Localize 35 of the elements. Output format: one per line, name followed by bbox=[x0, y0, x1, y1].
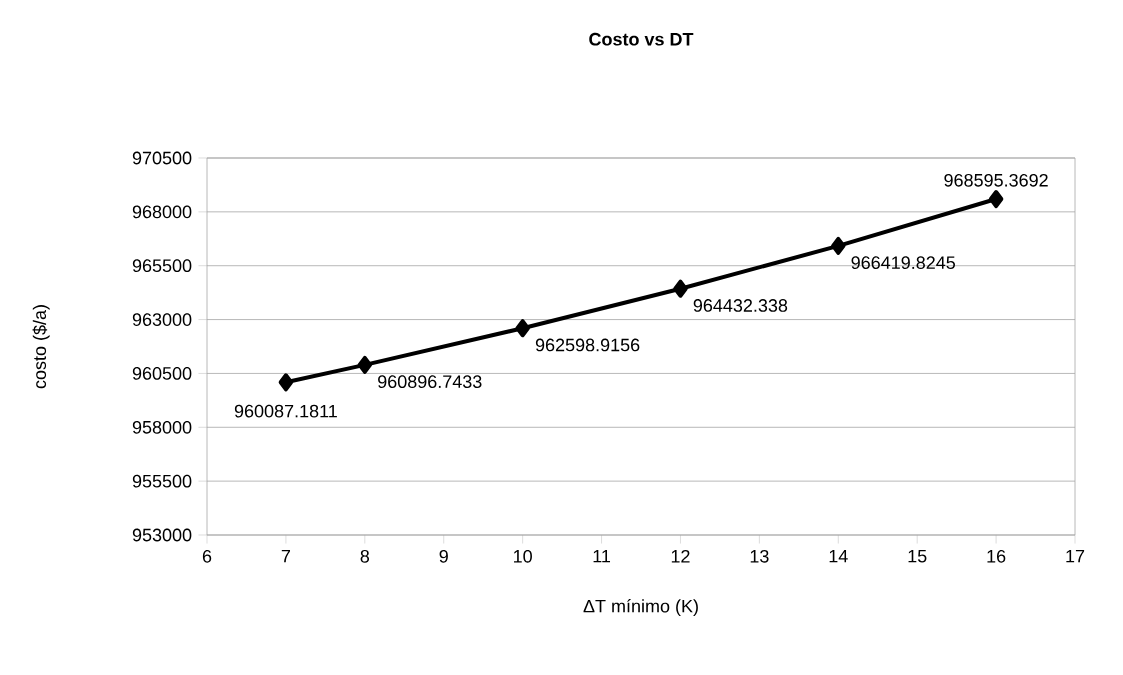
data-label: 960087.1811 bbox=[234, 404, 337, 418]
y-tick-label: 968000 bbox=[132, 205, 192, 219]
data-label: 962598.9156 bbox=[535, 338, 640, 352]
y-axis-title: costo ($/a) bbox=[32, 305, 50, 389]
x-tick-label: 13 bbox=[750, 549, 769, 563]
x-tick-label: 6 bbox=[202, 549, 212, 563]
point bbox=[831, 236, 846, 255]
point bbox=[988, 190, 1004, 209]
x-tick-label: 17 bbox=[1066, 549, 1085, 563]
y-tick-label: 955500 bbox=[132, 474, 192, 488]
y-tick-label: 960500 bbox=[132, 367, 192, 380]
x-tick-label: 11 bbox=[593, 549, 611, 563]
x-tick-label: 10 bbox=[514, 549, 532, 563]
x-tick-label: 9 bbox=[439, 549, 448, 563]
y-tick-label: 970500 bbox=[132, 151, 192, 165]
x-tick-label: 7 bbox=[281, 549, 290, 563]
data-label: 964432.338 bbox=[693, 299, 788, 312]
data-label: 960896.7433 bbox=[378, 375, 482, 389]
x-tick-label: 12 bbox=[671, 549, 690, 563]
x-tick-label: 16 bbox=[987, 549, 1006, 563]
y-tick-label: 953000 bbox=[132, 528, 192, 542]
y-tick-label: 963000 bbox=[132, 313, 192, 326]
data-label: 968595.3692 bbox=[944, 173, 1048, 187]
x-tick-label: 8 bbox=[360, 549, 370, 563]
x-tick-label: 14 bbox=[829, 549, 848, 563]
x-tick-label: 15 bbox=[908, 549, 927, 563]
x-axis-title: ΔT mínimo (K) bbox=[583, 599, 698, 617]
y-tick-label: 965500 bbox=[132, 259, 192, 273]
point bbox=[673, 279, 688, 298]
point bbox=[357, 355, 373, 374]
point bbox=[515, 319, 530, 338]
chart-title: Costo vs DT bbox=[589, 32, 694, 46]
y-tick-label: 958000 bbox=[132, 420, 192, 434]
data-label: 966419.8245 bbox=[851, 256, 956, 270]
point bbox=[278, 373, 294, 392]
